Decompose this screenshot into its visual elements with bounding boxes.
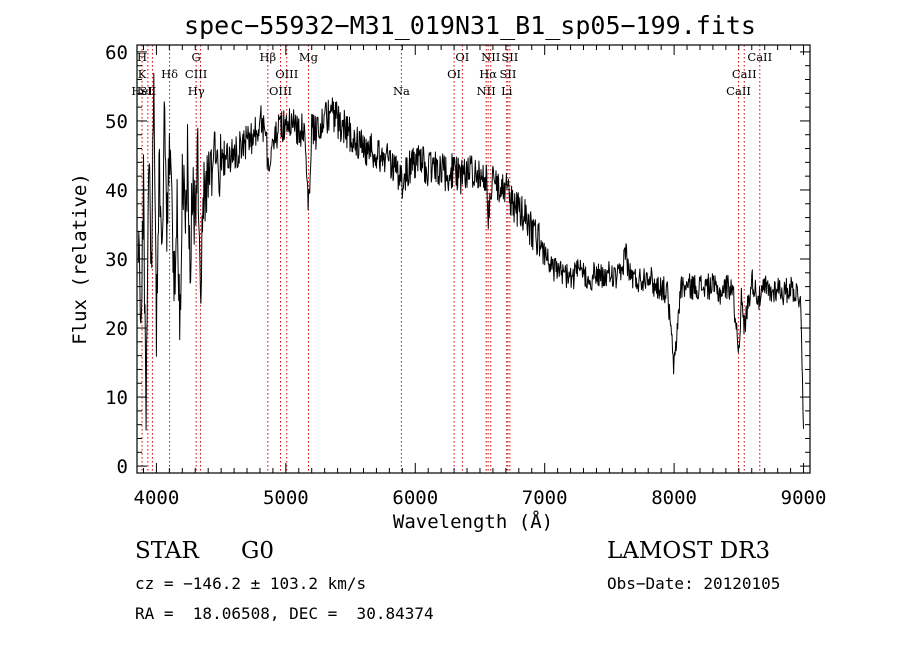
plot-frame	[136, 44, 811, 474]
x-axis: 4000 5000 6000 7000 8000 9000	[134, 45, 827, 509]
spectral-line-label: Mg	[299, 50, 319, 64]
spectral-line-label: CaII	[747, 50, 772, 64]
chart-title: spec−55932−M31_019N31_B1_sp05−199.fits	[184, 11, 756, 40]
x-tick-label: 9000	[781, 487, 827, 509]
y-tick-label: 40	[105, 180, 128, 202]
spectral-line-label: CIII	[185, 67, 207, 81]
spectral-line-label: Li	[501, 84, 513, 98]
spectral-line-label: G	[192, 50, 201, 64]
spectral-line-label: NII	[481, 50, 500, 64]
x-tick-label: 7000	[522, 487, 568, 509]
y-tick-label: 0	[117, 456, 128, 478]
y-axis-label: Flux (relative)	[69, 173, 91, 345]
object-class: STAR	[135, 538, 199, 564]
spectral-line-label: CaII	[726, 84, 751, 98]
x-tick-label: 5000	[263, 487, 309, 509]
spectral-line-labels: HKHeISIIHδGCIIIHγHβOIIIOIIIMgNaOIOINIIHα…	[131, 50, 772, 98]
spectral-line-label: CaII	[732, 67, 757, 81]
x-axis-label: Wavelength (Å)	[393, 510, 553, 533]
x-tick-label: 4000	[134, 487, 180, 509]
y-tick-label: 10	[105, 387, 128, 409]
spectral-line-label: Hγ	[188, 84, 205, 98]
spectral-line-label: K	[138, 67, 147, 81]
redshift-velocity: cz = −146.2 ± 103.2 km/s	[135, 574, 367, 593]
spectral-line-label: SII	[139, 84, 156, 98]
survey-name: LAMOST DR3	[607, 538, 771, 564]
y-axis: 0 10 20 30 40 50 60	[105, 42, 810, 478]
x-tick-label: 6000	[392, 487, 438, 509]
spectrum-series	[137, 72, 804, 431]
spectral-line-label: Hβ	[260, 50, 277, 64]
spectral-line-label: OIII	[269, 84, 292, 98]
spectral-line-label: OI	[447, 67, 461, 81]
y-tick-label: 20	[105, 318, 128, 340]
spectral-line-label: Na	[393, 84, 410, 98]
y-tick-label: 60	[105, 42, 128, 64]
coordinates: RA = 18.06508, DEC = 30.84374	[135, 604, 434, 623]
x-tick-label: 8000	[651, 487, 697, 509]
subclass: G0	[241, 538, 275, 564]
spectral-line-label: H	[137, 50, 147, 64]
y-tick-label: 50	[105, 111, 128, 133]
spectral-line-label: SII	[499, 67, 516, 81]
spectral-line-label: Hα	[479, 67, 497, 81]
spectrum-line	[137, 72, 804, 431]
spectral-line-label: NII	[477, 84, 496, 98]
y-tick-label: 30	[105, 249, 128, 271]
spectral-line-label: SII	[501, 50, 518, 64]
spectral-line-label: OIII	[275, 67, 298, 81]
spectral-line-label: OI	[455, 50, 469, 64]
spectral-line-markers	[141, 45, 761, 473]
observation-date: Obs−Date: 20120105	[607, 574, 781, 593]
spectral-line-label: Hδ	[161, 67, 178, 81]
